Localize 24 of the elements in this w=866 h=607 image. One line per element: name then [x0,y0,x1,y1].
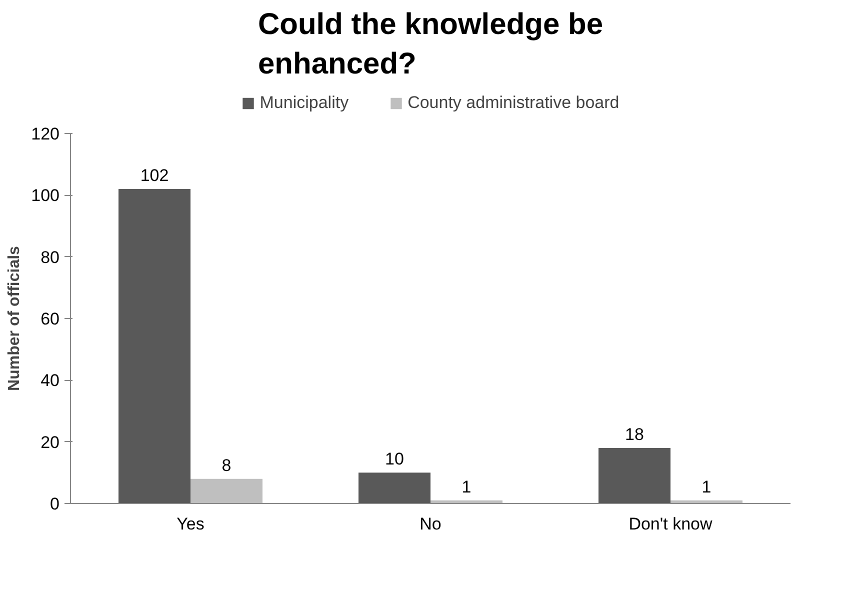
y-tick-label: 0 [50,494,60,514]
y-tick-label: 100 [31,186,60,206]
legend-label: Municipality [260,93,349,113]
x-tick-label: Yes [176,514,204,534]
x-tick-label: Don't know [628,514,714,534]
data-label: 10 [385,450,404,469]
legend-label: County administrative board [408,93,620,113]
bar [118,189,190,504]
data-label: 1 [462,477,472,496]
y-tick-label: 20 [40,432,60,452]
y-tick-label: 80 [40,248,60,267]
data-label: 8 [222,456,232,475]
x-tick-label: No [420,514,442,534]
bar [358,472,430,504]
chart-title: Could the knowledge be enhanced? [258,8,604,80]
data-label: 102 [140,166,169,185]
y-axis-title: Number of officials [6,246,24,391]
data-label: 18 [625,425,644,444]
y-tick-label: 60 [40,310,60,328]
bar [598,448,670,504]
y-tick-label: 120 [31,124,60,144]
y-tick-label: 40 [40,371,60,390]
data-label: 1 [702,477,712,496]
bar [190,478,262,504]
